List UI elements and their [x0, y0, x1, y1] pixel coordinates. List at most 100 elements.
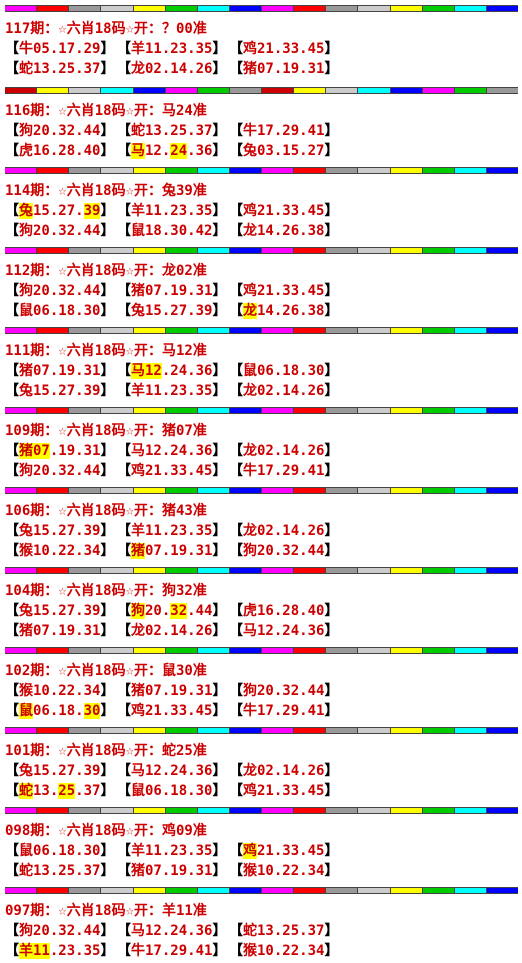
open-bracket: 【 — [117, 763, 131, 779]
zodiac-name: 龙 — [131, 623, 145, 639]
color-divider-segment — [36, 88, 69, 93]
close-bracket: 】 — [324, 123, 339, 139]
number-group: 07.19.31 — [145, 863, 213, 879]
period-title: 116期：☆六肖18码☆开：马24准 — [5, 103, 207, 119]
number-group: 12.24.36 — [145, 443, 213, 459]
close-bracket: 】 — [212, 383, 227, 399]
close-bracket: 】 — [100, 123, 115, 139]
zodiac-name: 狗 — [19, 123, 33, 139]
zodiac-entry: 【鸡21.33.45】 — [117, 701, 226, 721]
color-divider-segment — [485, 328, 518, 333]
open-bracket: 【 — [117, 41, 131, 57]
zodiac-name: 猪 — [131, 543, 145, 559]
period-title: 112期：☆六肖18码☆开：龙02准 — [5, 263, 207, 279]
close-bracket: 】 — [100, 383, 115, 399]
color-divider-segment — [132, 88, 165, 93]
zodiac-entry: 【虎16.28.40】 — [229, 601, 338, 621]
zodiac-name: 兔 — [19, 763, 33, 779]
color-divider-segment — [5, 248, 37, 253]
color-divider-segment — [357, 728, 390, 733]
open-bracket: 【 — [5, 123, 19, 139]
color-divider-segment — [228, 328, 261, 333]
close-bracket: 】 — [324, 943, 339, 959]
zodiac-name: 鼠 — [19, 843, 33, 859]
color-divider-segment — [228, 168, 261, 173]
zodiac-name: 猪 — [19, 363, 33, 379]
number-group: 15.27. — [33, 203, 84, 219]
zodiac-name: 猪 — [19, 623, 33, 639]
zodiac-row: 【兔15.27.39】 【羊11.23.35】 【鸡21.33.45】 — [5, 201, 341, 221]
zodiac-name: 龙 — [243, 523, 257, 539]
color-divider-segment — [68, 808, 101, 813]
open-bracket: 【 — [117, 923, 131, 939]
zodiac-name: 狗 — [19, 283, 33, 299]
zodiac-entry: 【马12.24.36】 — [229, 621, 338, 641]
number-group: 21.33.45 — [145, 463, 213, 479]
color-divider-segment — [228, 6, 261, 11]
open-bracket: 【 — [117, 61, 131, 77]
close-bracket: 】 — [100, 61, 115, 77]
color-divider-segment — [36, 808, 69, 813]
color-divider-segment — [196, 728, 229, 733]
zodiac-entry: 【龙02.14.26】 — [229, 381, 338, 401]
color-divider-segment — [485, 568, 518, 573]
zodiac-row: 【虎16.28.40】 【马12.24.36】 【兔03.15.27】 — [5, 141, 341, 161]
color-divider-segment — [132, 488, 165, 493]
number-group: 07.19.31 — [145, 683, 213, 699]
open-bracket: 【 — [229, 863, 243, 879]
close-bracket: 】 — [324, 283, 339, 299]
zodiac-name: 马 — [131, 923, 145, 939]
zodiac-row: 【猴10.22.34】 【猪07.19.31】 【狗20.32.44】 — [5, 681, 341, 701]
close-bracket: 】 — [100, 523, 115, 539]
zodiac-entry: 【鼠06.18.30】 — [229, 361, 338, 381]
zodiac-entry: 【鼠06.18.30】 — [5, 301, 114, 321]
zodiac-name: 猴 — [19, 543, 33, 559]
hit-number: 30 — [83, 703, 101, 719]
zodiac-entry: 【马12.24.36】 — [117, 921, 226, 941]
zodiac-entry: 【猪07.19.31】 — [5, 621, 114, 641]
hit-number: 39 — [83, 203, 101, 219]
zodiac-entry: 【鼠06.18.30】 — [5, 701, 114, 721]
number-group: 02.14.26 — [145, 61, 213, 77]
color-divider-bar — [5, 807, 518, 814]
close-bracket: 】 — [212, 223, 227, 239]
open-bracket: 【 — [5, 843, 19, 859]
color-divider-segment — [453, 328, 486, 333]
zodiac-name: 猪 — [131, 283, 145, 299]
zodiac-name: 龙 — [243, 223, 257, 239]
color-divider-bar — [5, 487, 518, 494]
number-group: 15.27.39 — [33, 523, 101, 539]
color-divider-segment — [132, 328, 165, 333]
zodiac-name: 马 — [131, 443, 145, 459]
zodiac-row: 【狗20.32.44】 【鼠18.30.42】 【龙14.26.38】 — [5, 221, 341, 241]
hit-number: 07 — [33, 443, 50, 459]
open-bracket: 【 — [5, 683, 19, 699]
color-divider-segment — [261, 488, 294, 493]
zodiac-entry: 【羊11.23.35】 — [117, 201, 226, 221]
zodiac-entry: 【羊11.23.35】 — [117, 39, 226, 59]
close-bracket: 】 — [100, 863, 115, 879]
color-divider-segment — [485, 648, 518, 653]
zodiac-entry: 【猴10.22.34】 — [229, 941, 338, 961]
number-group: 06.18.30 — [257, 363, 325, 379]
open-bracket: 【 — [229, 763, 243, 779]
color-divider-segment — [389, 6, 422, 11]
number-group: 07.19.31 — [145, 543, 213, 559]
zodiac-row: 【猴10.22.34】 【猪07.19.31】 【狗20.32.44】 — [5, 541, 341, 561]
color-divider-bar — [5, 887, 518, 894]
color-divider-segment — [485, 408, 518, 413]
zodiac-row: 【兔15.27.39】 【羊11.23.35】 【龙02.14.26】 — [5, 381, 341, 401]
hit-number: 25 — [58, 783, 76, 799]
color-divider-bar — [5, 5, 518, 12]
color-divider-segment — [261, 248, 294, 253]
close-bracket: 】 — [100, 603, 115, 619]
number-group: 02.14.26 — [257, 383, 325, 399]
color-divider-segment — [68, 648, 101, 653]
zodiac-row: 【猪07.19.31】 【龙02.14.26】 【马12.24.36】 — [5, 621, 341, 641]
color-divider-segment — [196, 328, 229, 333]
color-divider-bar — [5, 727, 518, 734]
zodiac-entry: 【龙02.14.26】 — [229, 761, 338, 781]
open-bracket: 【 — [117, 143, 131, 159]
zodiac-entry: 【猴10.22.34】 — [5, 681, 114, 701]
color-divider-segment — [389, 168, 422, 173]
